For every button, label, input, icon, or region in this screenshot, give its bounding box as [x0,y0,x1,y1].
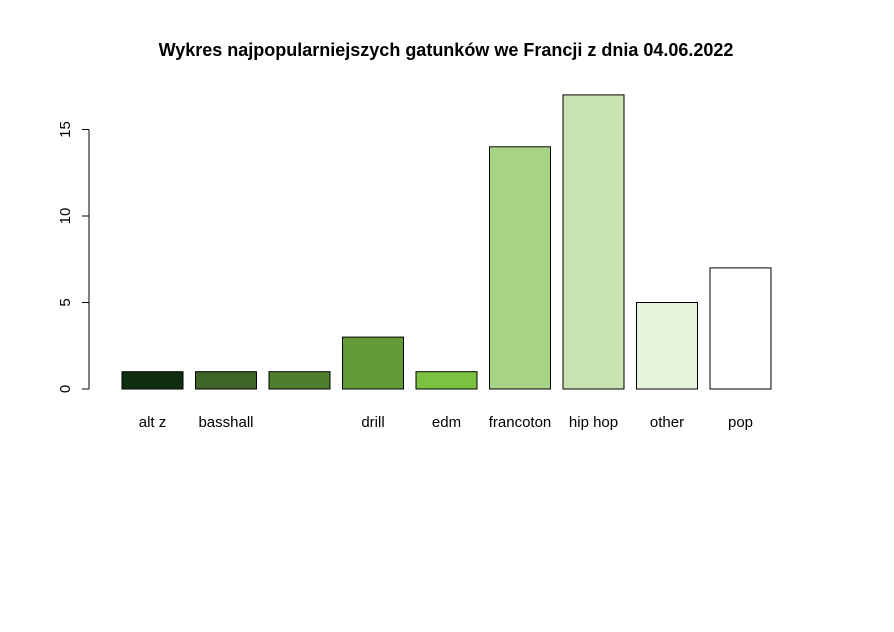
bars [121,94,772,390]
bar [489,146,551,390]
y-tick-label: 10 [57,208,74,225]
chart-title: Wykres najpopularniejszych gatunków we F… [159,40,734,60]
bar [709,267,772,390]
bar [636,302,698,390]
y-tick-label: 5 [57,298,74,306]
bar [195,371,257,390]
y-axis: 0 5 10 15 [57,121,90,393]
x-category-label: drill [361,414,384,431]
bar [562,94,625,390]
x-category-label: basshall [198,414,253,431]
x-category-label: pop [728,414,753,431]
y-tick-label: 0 [57,385,74,393]
x-category-label: hip hop [569,414,618,431]
y-tick-label: 15 [57,121,74,138]
x-category-label: other [650,414,684,431]
bar [121,371,184,390]
bar [268,371,331,390]
bar [342,336,404,390]
x-category-label: edm [432,414,461,431]
x-category-label: alt z [139,414,167,431]
x-labels: alt z basshall drill edm francoton hip hop oth… [139,414,753,431]
x-category-label: francoton [489,414,552,431]
bar [415,371,478,390]
